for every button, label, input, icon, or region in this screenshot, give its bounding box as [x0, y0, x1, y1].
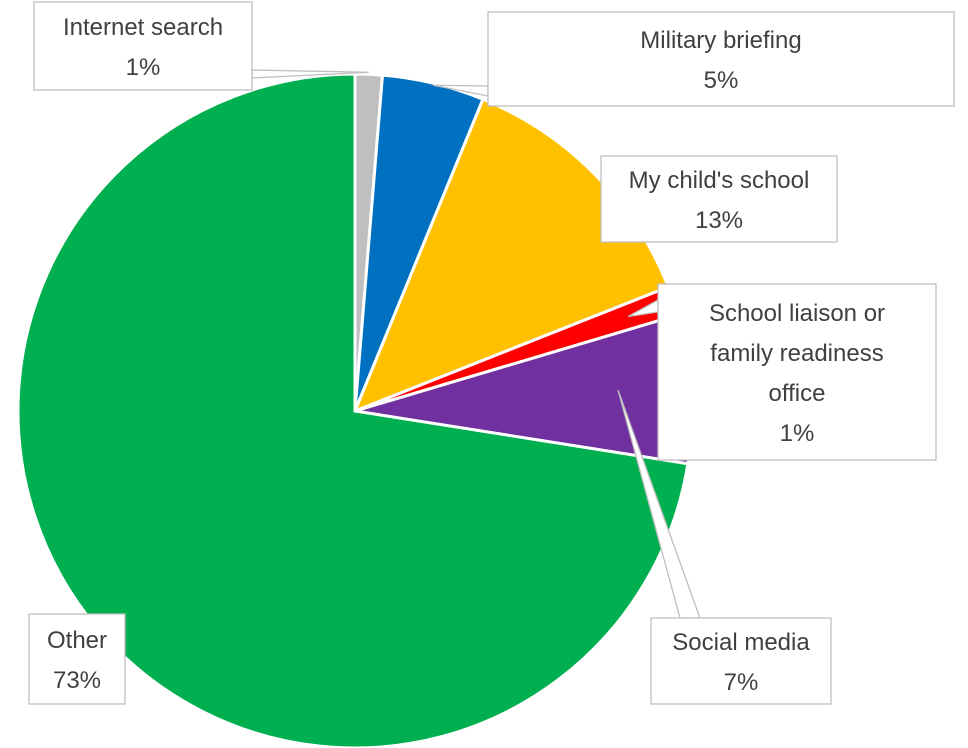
leader-lines: [251, 69, 701, 619]
data-label-military-briefing: Military briefing 5%: [487, 11, 955, 107]
data-label-internet-search: Internet search 1%: [33, 1, 253, 91]
data-label-box: [657, 283, 937, 461]
data-label-box: [28, 613, 126, 705]
data-label-my-child-s-school: My child's school 13%: [600, 155, 838, 243]
data-label-category: School liaison or: [709, 300, 885, 327]
data-label-category: Other: [47, 627, 107, 654]
data-label-value: 1%: [780, 420, 815, 447]
data-label-box: [650, 617, 832, 705]
data-label-school-liaison-or-family-readiness-office: School liaison or family readiness office 1…: [657, 283, 937, 461]
data-label-value: 13%: [695, 207, 743, 234]
data-label-value: 5%: [704, 67, 739, 94]
data-label-box: [487, 11, 955, 107]
data-label-category: Social media: [672, 629, 810, 656]
data-label-category: My child's school: [629, 167, 810, 194]
data-label-category: Internet search: [63, 14, 223, 41]
data-label-value: 1%: [126, 54, 161, 81]
data-label-value: 73%: [53, 667, 101, 694]
data-label-box: [33, 1, 253, 91]
data-label-value: 7%: [724, 669, 759, 696]
data-labels: Internet search 1% Military briefing 5% My c…: [28, 1, 955, 705]
data-label-category: office: [769, 380, 826, 407]
data-label-other: Other 73%: [28, 613, 126, 705]
data-label-box: [600, 155, 838, 243]
data-label-category: family readiness: [710, 340, 883, 367]
pie-slice-my-child-s-school: [352, 97, 671, 414]
data-label-category: Military briefing: [640, 27, 801, 54]
data-label-social-media: Social media 7%: [650, 617, 832, 705]
